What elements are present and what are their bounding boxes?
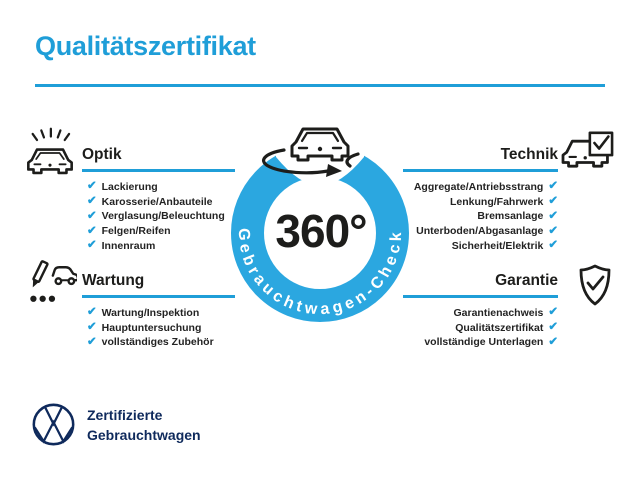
list-item: Garantienachweis ✔ bbox=[403, 306, 558, 321]
list-item-label: Sicherheit/Elektrik bbox=[451, 240, 544, 253]
car-rotation-icon bbox=[262, 127, 360, 177]
section-technik-title: Technik bbox=[500, 146, 558, 163]
list-item-label: Innenraum bbox=[101, 240, 156, 253]
check-icon: ✔ bbox=[87, 194, 97, 207]
section-garantie: Garantie Garantienachweis ✔ Qualitätszert… bbox=[403, 272, 558, 350]
list-item: ✔ Lackierung bbox=[82, 180, 235, 195]
list-item-label: Bremsanlage bbox=[477, 210, 544, 223]
check-icon: ✔ bbox=[548, 180, 558, 193]
list-item: Lenkung/Fahrwerk ✔ bbox=[403, 194, 558, 209]
list-item-label: Wartung/Inspektion bbox=[101, 306, 200, 319]
list-item: ✔ vollständiges Zubehör bbox=[82, 335, 235, 350]
section-optik-items: ✔ Lackierung ✔ Karosserie/Anbauteile ✔ Verg… bbox=[82, 180, 235, 254]
list-item: Sicherheit/Elektrik ✔ bbox=[403, 239, 558, 254]
list-item: Aggregate/Antriebsstrang ✔ bbox=[403, 180, 558, 195]
list-item-label: Lenkung/Fahrwerk bbox=[450, 195, 544, 208]
pencil-car-icon bbox=[25, 258, 77, 308]
360-ring-svg: Gebrauchtwagen-Check 360° bbox=[231, 123, 409, 322]
check-icon: ✔ bbox=[87, 224, 97, 237]
list-item: ✔ Hauptuntersuchung bbox=[82, 320, 235, 335]
list-item: Unterboden/Abgasanlage ✔ bbox=[403, 224, 558, 239]
list-item: ✔ Verglasung/Beleuchtung bbox=[82, 209, 235, 224]
list-item: ✔ Karosserie/Anbauteile bbox=[82, 194, 235, 209]
brand-claim-line1: Zertifizierte bbox=[87, 407, 163, 423]
list-item: ✔ Innenraum bbox=[82, 239, 235, 254]
list-item-label: Qualitätszertifikat bbox=[455, 321, 544, 334]
shield-check-icon bbox=[576, 263, 614, 309]
check-icon: ✔ bbox=[548, 209, 558, 222]
list-item-label: Garantienachweis bbox=[453, 306, 544, 319]
check-icon: ✔ bbox=[548, 224, 558, 237]
list-item-label: Karosserie/Anbauteile bbox=[101, 195, 213, 208]
list-item: vollständige Unterlagen ✔ bbox=[403, 335, 558, 350]
check-icon: ✔ bbox=[87, 239, 97, 252]
section-wartung-divider bbox=[82, 295, 235, 298]
section-technik-divider bbox=[403, 169, 558, 172]
list-item-label: Verglasung/Beleuchtung bbox=[101, 210, 225, 223]
section-optik: Optik ✔ Lackierung ✔ Karosserie/Anbauteile… bbox=[82, 146, 235, 253]
check-icon: ✔ bbox=[87, 306, 97, 319]
list-item-label: vollständiges Zubehör bbox=[101, 336, 214, 349]
section-optik-title: Optik bbox=[82, 146, 122, 163]
check-icon: ✔ bbox=[87, 335, 97, 348]
check-icon: ✔ bbox=[87, 180, 97, 193]
check-icon: ✔ bbox=[87, 320, 97, 333]
section-optik-divider bbox=[82, 169, 235, 172]
brand-claim-line2: Gebrauchtwagen bbox=[87, 426, 201, 443]
check-icon: ✔ bbox=[548, 194, 558, 207]
check-icon: ✔ bbox=[87, 209, 97, 222]
list-item-label: Lackierung bbox=[101, 180, 158, 193]
list-item-label: Unterboden/Abgasanlage bbox=[416, 225, 544, 238]
list-item: Qualitätszertifikat ✔ bbox=[403, 320, 558, 335]
check-icon: ✔ bbox=[548, 239, 558, 252]
header-divider bbox=[35, 84, 605, 87]
360-degree-label: 360° bbox=[275, 205, 366, 257]
section-garantie-divider bbox=[403, 295, 558, 298]
section-wartung-title: Wartung bbox=[82, 272, 145, 289]
section-garantie-items: Garantienachweis ✔ Qualitätszertifikat ✔ v… bbox=[403, 306, 558, 350]
list-item-label: Felgen/Reifen bbox=[101, 225, 171, 238]
list-item-label: Aggregate/Antriebsstrang bbox=[413, 180, 544, 193]
list-item-label: vollständige Unterlagen bbox=[424, 336, 544, 349]
section-garantie-title: Garantie bbox=[495, 272, 558, 289]
brand-claim: Zertifizierte Gebrauchtwagen bbox=[87, 406, 201, 445]
check-icon: ✔ bbox=[548, 335, 558, 348]
section-technik: Technik Aggregate/Antriebsstrang ✔ Lenkun… bbox=[403, 146, 558, 253]
section-wartung-items: ✔ Wartung/Inspektion ✔ Hauptuntersuchung ✔… bbox=[82, 306, 235, 350]
360-check-graphic: Gebrauchtwagen-Check 360° bbox=[220, 118, 420, 327]
list-item: ✔ Wartung/Inspektion bbox=[82, 306, 235, 321]
car-shine-icon bbox=[24, 126, 76, 180]
vw-logo-icon bbox=[31, 402, 76, 452]
check-icon: ✔ bbox=[548, 320, 558, 333]
section-wartung: Wartung ✔ Wartung/Inspektion ✔ Hauptunters… bbox=[82, 272, 235, 350]
list-item: ✔ Felgen/Reifen bbox=[82, 224, 235, 239]
list-item: Bremsanlage ✔ bbox=[403, 209, 558, 224]
section-technik-items: Aggregate/Antriebsstrang ✔ Lenkung/Fahrwe… bbox=[403, 180, 558, 254]
car-checkbox-icon bbox=[560, 131, 616, 181]
list-item-label: Hauptuntersuchung bbox=[101, 321, 202, 334]
check-icon: ✔ bbox=[548, 306, 558, 319]
page-title: Qualitätszertifikat bbox=[35, 31, 256, 61]
